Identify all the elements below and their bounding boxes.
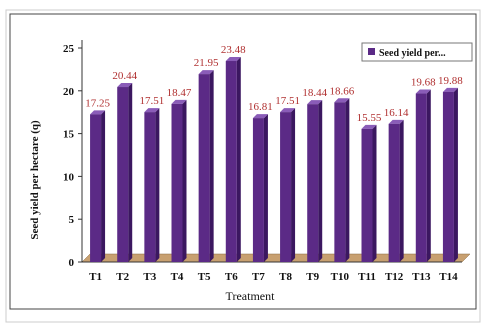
bar-side (101, 110, 106, 262)
y-tick-label: 20 (63, 86, 75, 98)
bar-side (291, 108, 296, 262)
x-tick-label: T12 (385, 271, 404, 283)
x-axis-title: Treatment (226, 289, 276, 303)
bar-top (90, 110, 106, 115)
bar-top (361, 124, 377, 129)
bar (280, 112, 292, 262)
bar-top (252, 114, 268, 119)
legend: Seed yield per... (361, 42, 473, 62)
bar-side (453, 87, 458, 262)
x-tick-label: T8 (279, 271, 292, 283)
bar-top (415, 89, 431, 94)
data-label: 18.47 (167, 87, 192, 99)
x-tick-label: T6 (225, 271, 238, 283)
legend-box (361, 42, 473, 62)
data-label: 17.51 (275, 95, 300, 107)
x-tick-label: T2 (116, 271, 129, 283)
data-label: 16.14 (384, 107, 409, 119)
data-label: 23.48 (221, 44, 246, 56)
data-label: 18.66 (329, 85, 354, 97)
chart-floor (81, 253, 471, 263)
bar-top (442, 87, 458, 92)
bars (90, 57, 458, 263)
bar (198, 74, 210, 262)
bar-top (280, 108, 296, 113)
data-label: 17.25 (85, 97, 110, 109)
bar-top (144, 108, 160, 113)
bar-top (117, 83, 133, 88)
x-tick-label: T4 (171, 271, 184, 283)
bar (442, 91, 454, 262)
x-axis-categories: T1 T2 T3 T4 T5 T6 T7 T8 T9 T10 T11 T12 T13 T14 (89, 271, 458, 283)
data-label: 17.51 (139, 95, 164, 107)
bar (252, 118, 264, 262)
bar-side (426, 89, 431, 262)
y-tick-label: 15 (63, 129, 75, 141)
floor-plane (81, 253, 471, 263)
x-tick-label: T11 (358, 271, 376, 283)
data-label: 16.81 (248, 101, 273, 113)
y-tick-label: 0 (69, 257, 75, 269)
bar (90, 114, 102, 262)
data-label: 19.68 (411, 77, 436, 89)
bar (144, 112, 156, 262)
y-axis: 0 5 10 15 20 25 (63, 40, 83, 269)
bar (225, 61, 237, 262)
bar-side (263, 114, 268, 262)
legend-swatch (368, 48, 375, 55)
x-tick-label: T9 (306, 271, 319, 283)
bar-side (155, 108, 160, 262)
bar-top (225, 57, 241, 62)
bar-top (171, 99, 187, 104)
data-label: 21.95 (194, 57, 219, 69)
bar (171, 103, 183, 263)
bar-side (372, 124, 377, 262)
bar (334, 102, 346, 262)
y-tick-label: 5 (69, 214, 75, 226)
y-tick-label: 25 (63, 43, 75, 55)
data-label: 19.88 (438, 75, 463, 87)
bar-top (388, 119, 404, 124)
bar-side (209, 70, 214, 262)
bar-side (236, 57, 241, 262)
bar-top (334, 98, 350, 103)
bar-side (128, 83, 133, 262)
x-tick-label: T7 (252, 271, 265, 283)
x-tick-label: T14 (439, 271, 458, 283)
legend-label: Seed yield per... (379, 48, 446, 59)
data-label: 15.55 (357, 112, 382, 124)
x-tick-label: T13 (412, 271, 431, 283)
bar-side (399, 119, 404, 262)
data-label: 18.44 (302, 87, 327, 99)
y-tick-label: 10 (63, 171, 75, 183)
bar (307, 104, 319, 263)
bar-side (318, 100, 323, 263)
x-tick-label: T1 (89, 271, 102, 283)
bar (117, 87, 129, 262)
bar-side (182, 99, 187, 263)
x-tick-label: T10 (331, 271, 350, 283)
bar-top (198, 70, 214, 75)
bar-side (345, 98, 350, 262)
data-label: 20.44 (112, 70, 137, 82)
x-tick-label: T3 (143, 271, 156, 283)
y-axis-title: Seed yield per hectare (q) (29, 120, 41, 240)
bar-top (307, 100, 323, 105)
bar (388, 123, 400, 262)
outer-border (5, 9, 481, 323)
bar (361, 128, 373, 262)
x-tick-label: T5 (198, 271, 211, 283)
plot-area-border (9, 13, 477, 310)
bar (415, 93, 427, 262)
